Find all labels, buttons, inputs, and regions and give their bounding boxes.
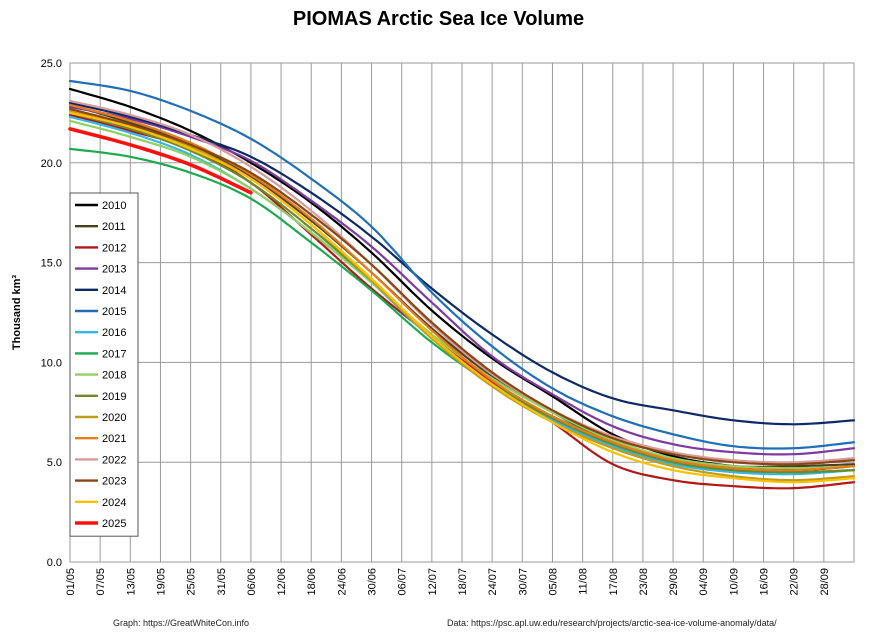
graph-credit: Graph: https://GreatWhiteCon.info	[113, 618, 250, 628]
data-credit: Data: https://psc.apl.uw.edu/research/pr…	[447, 618, 777, 628]
legend-label-2010: 2010	[102, 200, 126, 212]
legend-label-2020: 2020	[102, 412, 126, 424]
legend-label-2015: 2015	[102, 306, 126, 318]
x-tick-label: 24/07	[487, 568, 499, 596]
x-tick-label: 16/09	[759, 568, 771, 596]
x-tick-label: 30/06	[367, 568, 379, 596]
series-line-2015	[68, 79, 856, 450]
y-tick-label: 20.0	[41, 158, 62, 170]
x-tick-label: 31/05	[216, 568, 228, 596]
legend-label-2012: 2012	[102, 242, 126, 254]
x-tick-label: 18/07	[457, 568, 469, 596]
series-line-2025	[68, 127, 253, 195]
legend-label-2013: 2013	[102, 264, 126, 276]
x-tick-label: 30/07	[517, 568, 529, 596]
y-tick-label: 15.0	[41, 258, 62, 270]
x-tick-label: 04/09	[698, 568, 710, 596]
y-axis-label: Thousand km³	[11, 275, 23, 351]
y-tick-label: 0.0	[47, 557, 62, 569]
x-tick-label: 17/08	[608, 568, 620, 596]
series-line-2021	[68, 103, 856, 472]
x-tick-label: 10/09	[728, 568, 740, 596]
legend-label-2011: 2011	[102, 221, 126, 233]
series-line-2023	[68, 107, 856, 466]
x-tick-label: 13/05	[125, 568, 137, 596]
x-tick-label: 28/09	[819, 568, 831, 596]
legend-label-2024: 2024	[102, 497, 126, 509]
x-tick-label: 12/07	[427, 568, 439, 596]
legend-label-2018: 2018	[102, 370, 126, 382]
y-tick-label: 10.0	[41, 357, 62, 369]
legend-label-2017: 2017	[102, 348, 126, 360]
x-tick-label: 22/09	[789, 568, 801, 596]
x-tick-label: 12/06	[276, 568, 288, 596]
legend-label-2014: 2014	[102, 285, 126, 297]
legend-label-2023: 2023	[102, 476, 126, 488]
legend-label-2022: 2022	[102, 454, 126, 466]
series-line-2024	[68, 111, 856, 484]
x-tick-label: 06/07	[397, 568, 409, 596]
x-tick-label: 29/08	[668, 568, 680, 596]
x-tick-label: 06/06	[246, 568, 258, 596]
x-tick-label: 19/05	[155, 568, 167, 596]
y-tick-label: 25.0	[41, 58, 62, 70]
legend-label-2019: 2019	[102, 391, 126, 403]
series-line-2020	[68, 109, 856, 482]
x-tick-label: 23/08	[638, 568, 650, 596]
x-tick-label: 01/05	[65, 568, 77, 596]
legend-label-2016: 2016	[102, 327, 126, 339]
x-tick-label: 11/08	[578, 568, 590, 595]
legend-label-2025: 2025	[102, 518, 126, 530]
series-line-2022	[68, 99, 856, 464]
x-tick-label: 05/08	[547, 568, 559, 596]
x-tick-label: 25/05	[186, 568, 198, 596]
legend-box	[69, 192, 139, 537]
x-tick-label: 18/06	[306, 568, 318, 596]
y-tick-label: 5.0	[47, 457, 62, 469]
x-tick-label: 07/05	[95, 568, 107, 596]
chart-title: PIOMAS Arctic Sea Ice Volume	[292, 8, 585, 30]
x-tick-label: 24/06	[336, 568, 348, 596]
series-line-2014	[68, 101, 856, 426]
legend-label-2021: 2021	[102, 433, 126, 445]
